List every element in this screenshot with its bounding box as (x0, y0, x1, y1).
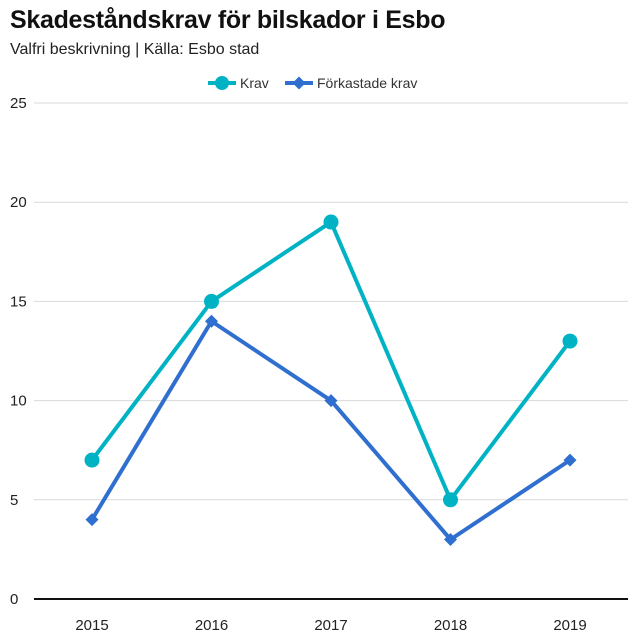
x-tick-label-2019: 2019 (553, 617, 586, 634)
legend-item-krav[interactable]: Krav (208, 75, 269, 91)
data-point (563, 453, 577, 467)
data-point (204, 293, 219, 309)
data-point (205, 314, 218, 328)
x-tick-label-2018: 2018 (434, 617, 467, 634)
y-axis: 0 5 10 15 20 25 (10, 95, 27, 608)
x-axis: 2015 2016 2017 2018 2019 (34, 598, 628, 634)
series-group (84, 214, 578, 546)
chart-subtitle: Valfri beskrivning | Källa: Esbo stad (10, 41, 260, 58)
data-point (443, 492, 458, 508)
legend-marker-circle (215, 76, 229, 90)
y-tick-label-25: 25 (10, 95, 27, 112)
x-tick-label-2015: 2015 (75, 617, 108, 634)
x-tick-label-2016: 2016 (195, 617, 228, 634)
series-line (90, 319, 572, 542)
grid-lines (34, 102, 628, 501)
data-point (323, 214, 339, 230)
legend-label: Förkastade krav (317, 75, 417, 91)
x-tick-label-2017: 2017 (314, 617, 347, 634)
data-point (562, 333, 578, 349)
data-point (85, 513, 99, 527)
series-forkastade-krav (85, 314, 577, 546)
chart-title: Skadeståndskrav för bilskador i Esbo (10, 6, 446, 34)
y-tick-label-0: 0 (10, 591, 18, 608)
series-line (90, 220, 572, 502)
series-krav (84, 214, 578, 508)
data-point (84, 452, 100, 468)
legend-label: Krav (240, 75, 269, 91)
y-tick-label-15: 15 (10, 293, 27, 310)
data-point (444, 532, 457, 546)
legend-marker-diamond (292, 76, 306, 90)
legend[interactable]: Krav Förkastade krav (208, 75, 417, 91)
y-tick-label-5: 5 (10, 492, 18, 509)
y-tick-label-10: 10 (10, 393, 27, 410)
legend-item-forkastade-krav[interactable]: Förkastade krav (285, 75, 417, 91)
data-point (324, 394, 338, 408)
y-tick-label-20: 20 (10, 194, 27, 211)
